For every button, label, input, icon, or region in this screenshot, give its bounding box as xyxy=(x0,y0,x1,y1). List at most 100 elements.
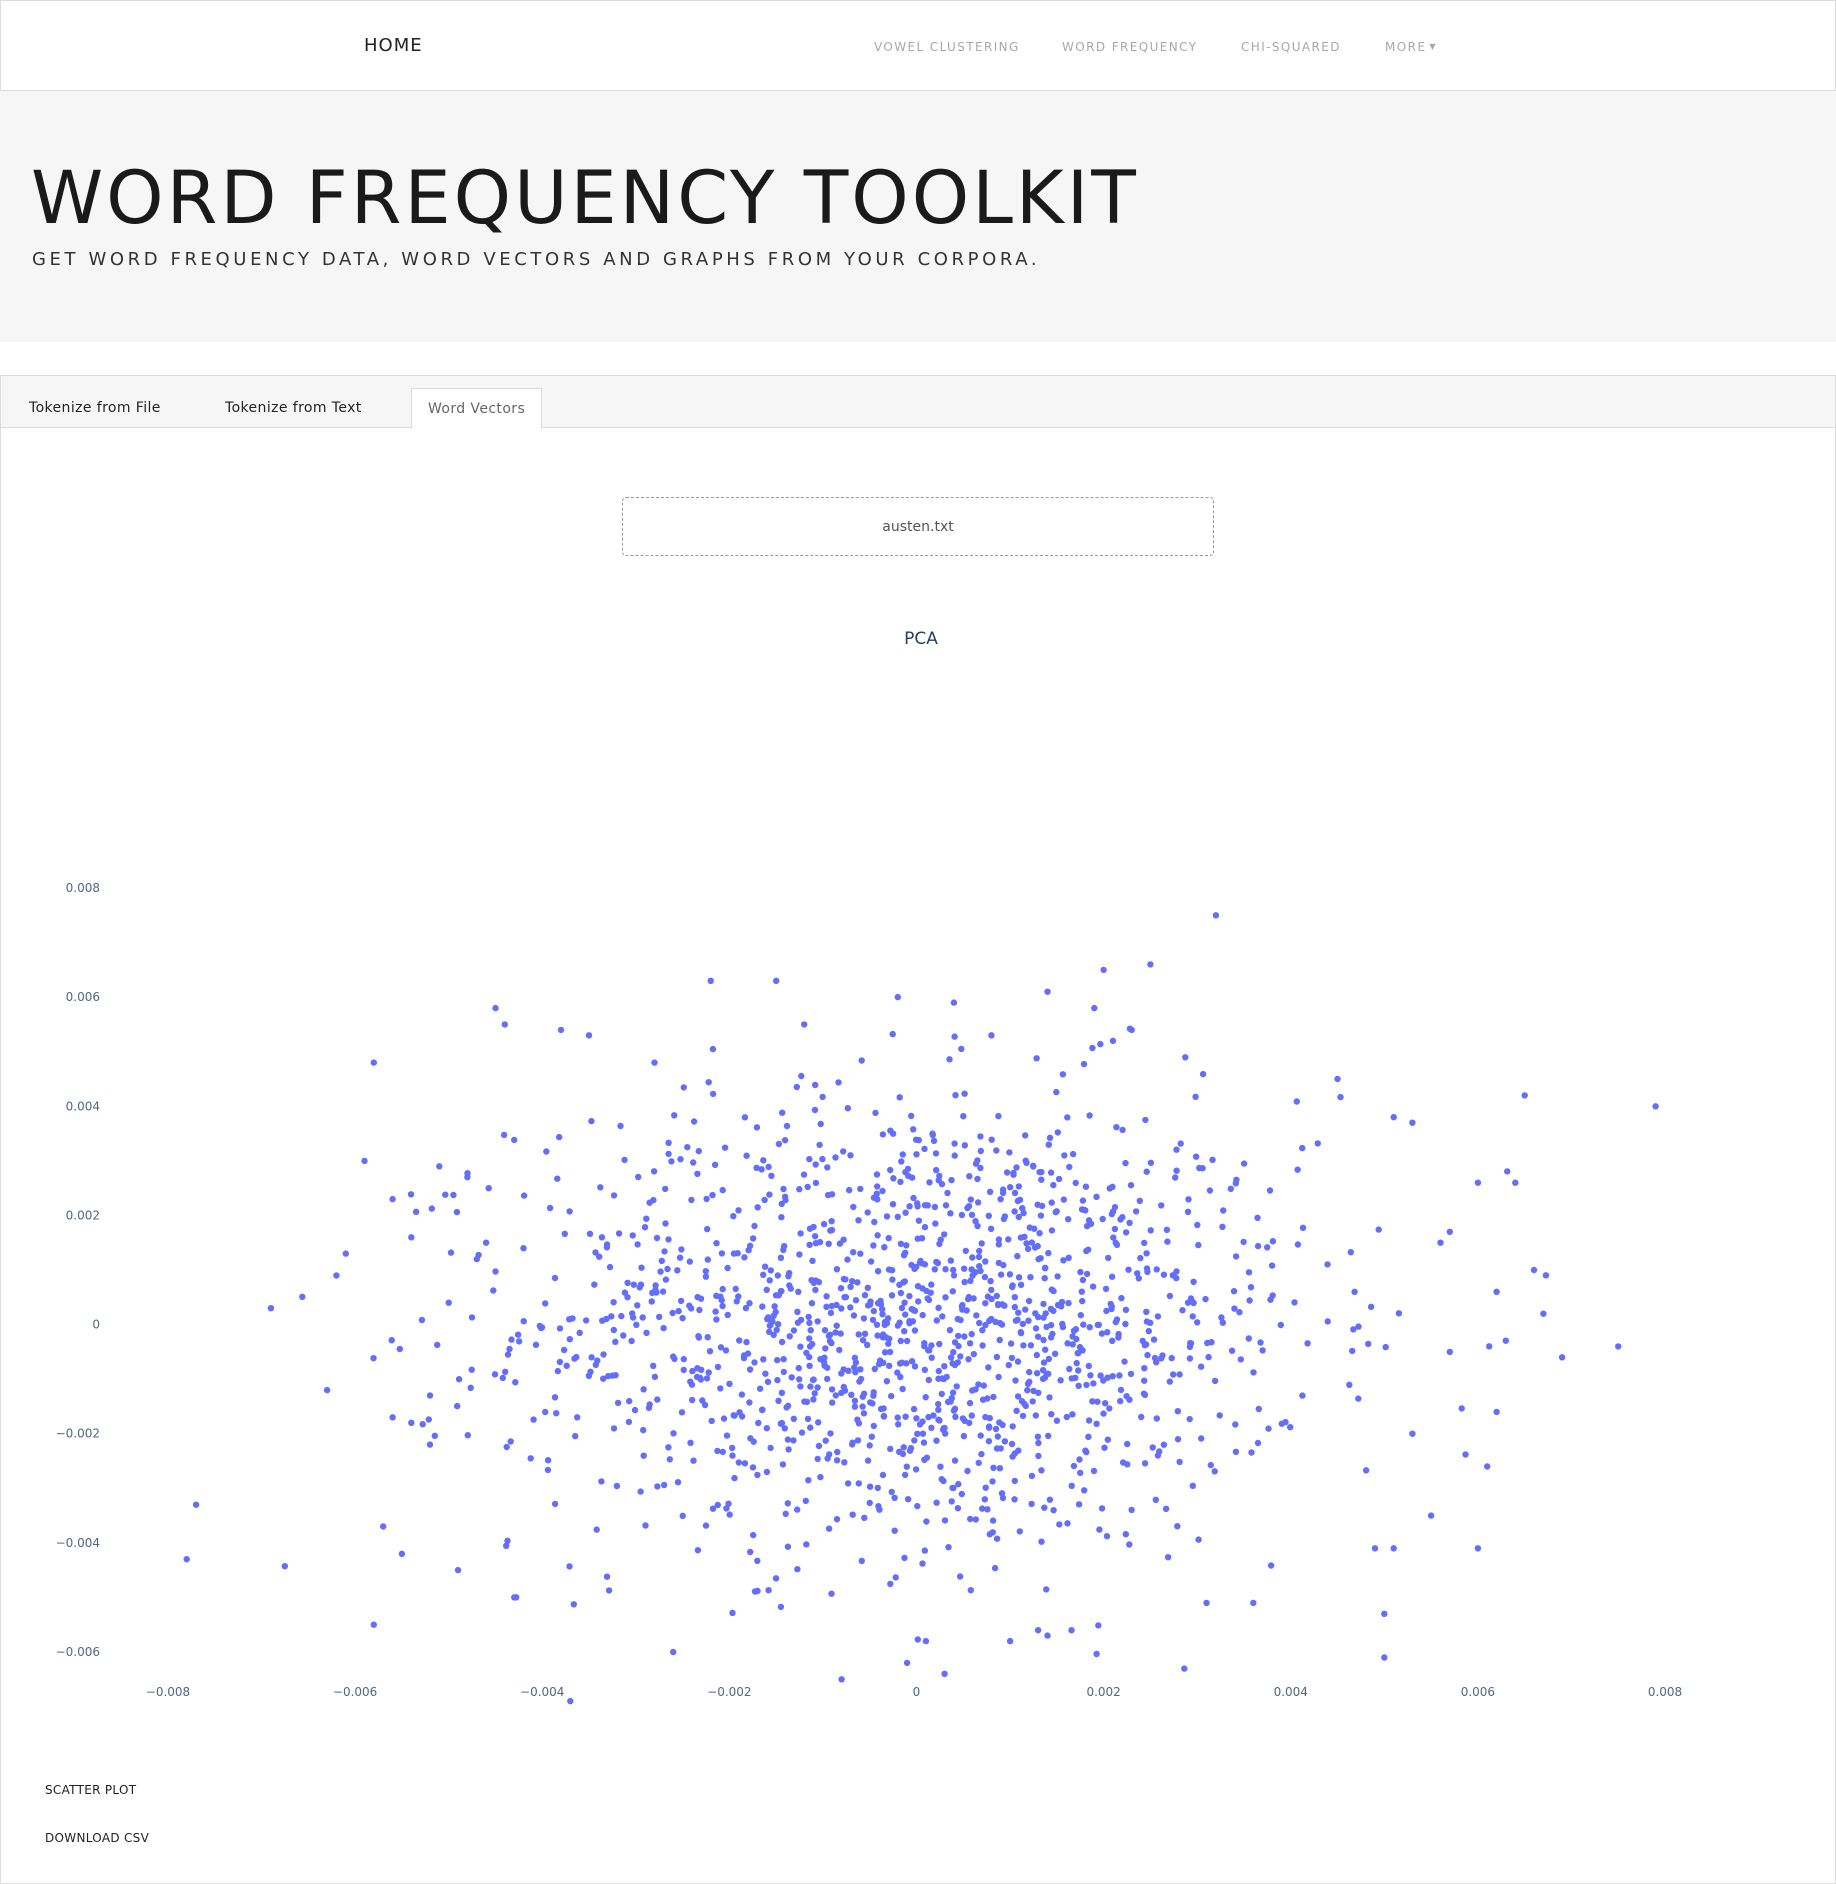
data-point xyxy=(982,1300,989,1307)
nav-link-vowel-clustering[interactable]: VOWEL CLUSTERING xyxy=(874,40,1020,54)
data-point xyxy=(1021,1306,1029,1313)
data-point xyxy=(1026,1368,1033,1376)
data-point xyxy=(389,1195,396,1203)
tab-word-vectors[interactable]: Word Vectors xyxy=(411,388,543,429)
y-axis-ticks: 0.008 0.006 0.004 0.002 0 −0.002 −0.004 −0.006 xyxy=(56,881,100,1659)
data-point xyxy=(949,1360,956,1367)
data-point xyxy=(638,1264,645,1271)
data-point xyxy=(1038,1467,1045,1474)
data-point xyxy=(1010,1171,1017,1178)
data-point xyxy=(968,1412,975,1419)
data-point xyxy=(754,1557,761,1564)
data-point xyxy=(746,1242,754,1249)
data-point xyxy=(859,1337,867,1344)
data-point xyxy=(1390,1114,1397,1121)
data-point xyxy=(822,1345,829,1352)
data-point xyxy=(888,1488,895,1496)
data-point xyxy=(621,1156,628,1164)
data-point xyxy=(643,1329,650,1336)
data-point xyxy=(921,1223,929,1231)
data-point xyxy=(610,1425,618,1432)
data-point xyxy=(1068,1482,1075,1489)
data-point xyxy=(765,1587,772,1594)
data-point xyxy=(754,1204,761,1211)
data-point xyxy=(267,1305,275,1312)
data-point xyxy=(984,1395,991,1402)
data-point xyxy=(467,1384,474,1391)
data-point xyxy=(805,1313,812,1321)
data-point xyxy=(996,1465,1004,1472)
data-point xyxy=(1254,1242,1262,1250)
data-point xyxy=(1077,1469,1084,1477)
data-point xyxy=(686,1258,693,1265)
file-input-dropzone[interactable]: austen.txt xyxy=(622,497,1214,556)
data-point xyxy=(970,1350,977,1358)
data-point xyxy=(1154,1452,1162,1459)
data-point xyxy=(1070,1462,1078,1470)
data-point xyxy=(828,1302,836,1310)
x-tick-label: 0 xyxy=(913,1685,921,1699)
data-point xyxy=(870,1194,878,1201)
data-point xyxy=(1158,1202,1165,1209)
data-point xyxy=(778,1338,786,1346)
data-point xyxy=(767,1444,774,1452)
data-point xyxy=(551,1500,559,1508)
data-point xyxy=(1039,1375,1047,1383)
data-point xyxy=(894,993,901,1001)
data-point xyxy=(852,1297,860,1304)
data-point xyxy=(761,1263,769,1270)
data-point xyxy=(966,1399,974,1407)
data-point xyxy=(812,1179,820,1187)
data-point xyxy=(640,1386,647,1393)
tab-tokenize-from-file[interactable]: Tokenize from File xyxy=(29,400,161,416)
data-point xyxy=(1122,1320,1129,1328)
data-point xyxy=(1484,1463,1491,1470)
data-point xyxy=(1079,1276,1087,1284)
x-tick-label: −0.008 xyxy=(146,1685,190,1699)
data-point xyxy=(694,1170,701,1177)
data-point xyxy=(851,1397,859,1404)
data-point xyxy=(974,1222,981,1230)
data-point xyxy=(891,1527,898,1534)
nav-link-word-frequency[interactable]: WORD FREQUENCY xyxy=(1062,40,1198,54)
data-point xyxy=(954,1505,962,1512)
data-point xyxy=(957,1353,964,1360)
data-point xyxy=(959,1306,966,1313)
data-point xyxy=(1079,1297,1086,1305)
data-point xyxy=(1195,1536,1202,1543)
data-point xyxy=(653,1234,661,1242)
data-point xyxy=(407,1191,415,1198)
data-point xyxy=(914,1636,921,1643)
data-point xyxy=(817,1120,824,1128)
scatter-plot-button[interactable]: SCATTER PLOT xyxy=(45,1783,137,1797)
data-point xyxy=(1141,1377,1148,1384)
data-point xyxy=(1050,1287,1057,1295)
data-point xyxy=(740,1352,748,1359)
data-point xyxy=(915,1217,923,1224)
download-csv-button[interactable]: DOWNLOAD CSV xyxy=(45,1831,150,1845)
tab-tokenize-from-text[interactable]: Tokenize from Text xyxy=(225,400,362,416)
data-point xyxy=(738,1391,746,1398)
data-point xyxy=(995,1241,1002,1248)
data-point xyxy=(1173,1167,1180,1174)
data-point xyxy=(1059,1071,1067,1078)
data-point xyxy=(183,1556,190,1563)
data-point xyxy=(1008,1354,1016,1362)
nav-home-link[interactable]: HOME xyxy=(364,35,423,56)
nav-more-dropdown[interactable]: MORE ▼ xyxy=(1385,40,1437,54)
data-point xyxy=(723,1505,730,1512)
x-tick-label: −0.006 xyxy=(333,1685,377,1699)
data-point xyxy=(914,1235,921,1242)
data-point xyxy=(932,1220,939,1227)
data-point xyxy=(591,1281,598,1288)
data-point xyxy=(741,1460,749,1467)
data-point xyxy=(1006,1149,1013,1156)
data-point xyxy=(736,1409,743,1416)
data-point xyxy=(999,1421,1006,1429)
data-point xyxy=(924,1202,931,1209)
data-point xyxy=(985,1364,992,1371)
data-point xyxy=(1127,1182,1135,1189)
data-point xyxy=(731,1412,738,1419)
nav-link-chi-squared[interactable]: CHI-SQUARED xyxy=(1241,40,1341,54)
data-point xyxy=(634,1241,641,1248)
